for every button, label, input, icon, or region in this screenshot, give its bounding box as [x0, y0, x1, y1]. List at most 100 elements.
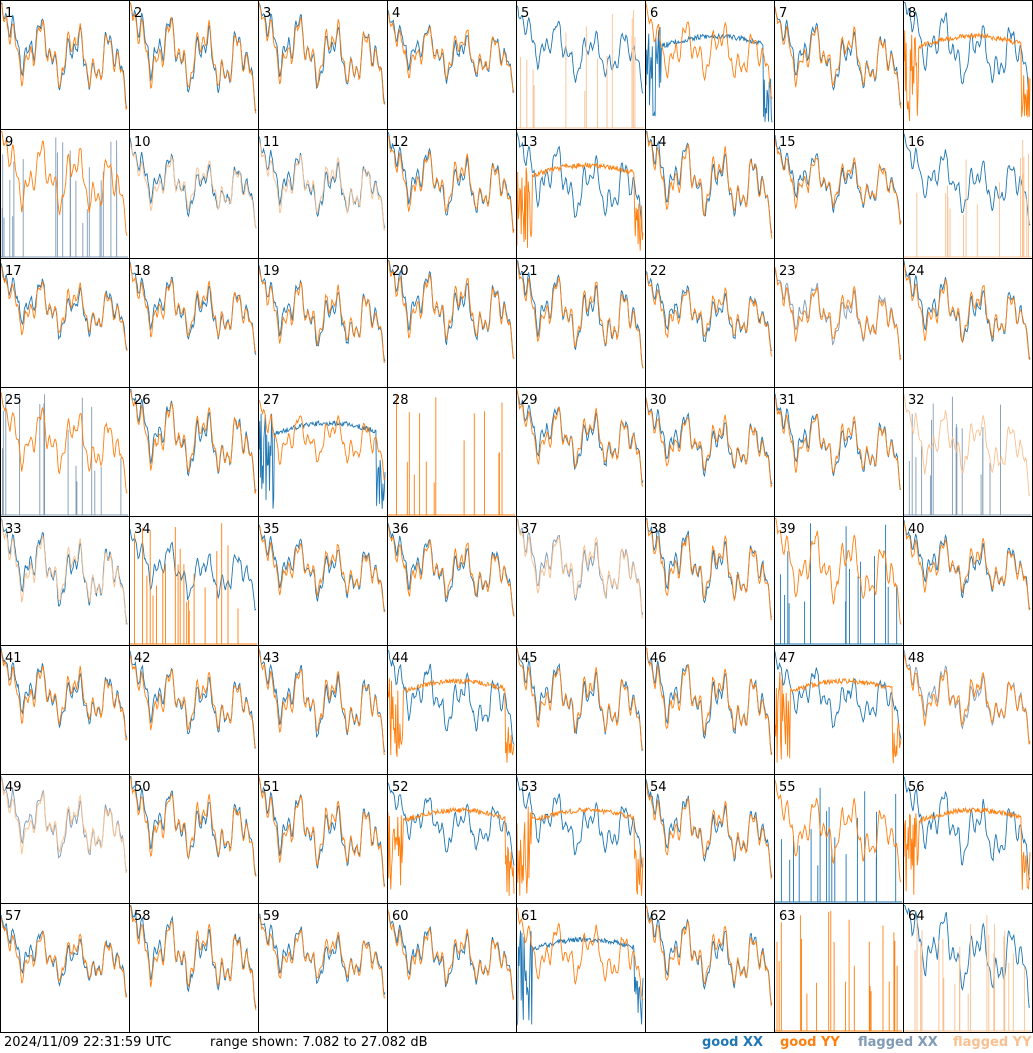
panel-31-xx-line	[775, 393, 902, 490]
panel-61-label: 61	[521, 909, 538, 924]
panel-64-yy-line	[904, 915, 1031, 1032]
panel-23-yy-line	[775, 267, 902, 362]
panel-16-xx-line	[904, 133, 1031, 226]
panel-38-label: 38	[650, 522, 667, 537]
panel-15: 15	[774, 129, 904, 259]
panel-57-yy-line	[1, 917, 128, 999]
panel-12-yy-line	[388, 135, 515, 233]
panel-1-label: 1	[5, 6, 13, 21]
panel-33-xx-line	[1, 518, 128, 625]
panel-54: 54	[645, 774, 775, 904]
panel-30-xx-line	[646, 398, 773, 485]
panel-30-label: 30	[650, 393, 667, 408]
panel-50-label: 50	[134, 780, 151, 795]
panel-36-xx-line	[388, 523, 515, 616]
panel-60: 60	[387, 903, 517, 1033]
panel-1: 1	[0, 0, 130, 130]
range-text: range shown: 7.082 to 27.082 dB	[210, 1035, 428, 1050]
panel-34-label: 34	[134, 522, 151, 537]
panel-60-xx-line	[388, 912, 515, 998]
panel-16-label: 16	[908, 135, 925, 150]
panel-62: 62	[645, 903, 775, 1033]
panel-4-xx-line	[388, 9, 515, 94]
panel-44-label: 44	[392, 651, 409, 666]
panel-21-xx-line	[517, 260, 644, 368]
panel-7: 7	[774, 0, 904, 130]
panel-11-label: 11	[263, 135, 280, 150]
panel-15-yy-line	[775, 137, 902, 225]
panel-17: 17	[0, 258, 130, 388]
panel-49-label: 49	[5, 780, 22, 795]
panel-37-label: 37	[521, 522, 538, 537]
panel-13: 13	[516, 129, 646, 259]
panel-24-yy-line	[904, 264, 1031, 361]
panel-38-yy-line	[646, 518, 773, 621]
panel-18: 18	[129, 258, 259, 388]
panel-30: 30	[645, 387, 775, 517]
panel-42-xx-line	[130, 650, 257, 750]
panel-46-label: 46	[650, 651, 667, 666]
panel-56-xx-line	[904, 776, 1031, 882]
panel-59-label: 59	[263, 909, 280, 924]
panel-22-label: 22	[650, 264, 667, 279]
panel-10: 10	[129, 129, 259, 259]
panel-40: 40	[903, 516, 1033, 646]
panel-21-label: 21	[521, 264, 538, 279]
panel-34: 34	[129, 516, 259, 646]
panel-23-xx-line	[775, 269, 902, 359]
panel-6-yy-line	[646, 3, 773, 99]
panel-43-xx-line	[259, 649, 386, 752]
panel-23-label: 23	[779, 264, 796, 279]
panel-9-label: 9	[5, 135, 13, 150]
panel-39-xx-line	[775, 523, 902, 645]
panel-3-yy-line	[259, 2, 386, 105]
panel-31: 31	[774, 387, 904, 517]
panel-7-yy-line	[775, 6, 902, 109]
panel-62-xx-line	[646, 905, 773, 1004]
panel-15-label: 15	[779, 135, 796, 150]
panel-42-label: 42	[134, 651, 151, 666]
panel-55-xx-line	[775, 787, 902, 903]
timestamp: 2024/11/09 22:31:59 UTC	[4, 1035, 172, 1050]
panel-47-yy-line	[775, 671, 902, 764]
panel-42: 42	[129, 645, 259, 775]
panel-59-xx-line	[259, 913, 386, 996]
panel-41: 41	[0, 645, 130, 775]
panel-52-xx-line	[388, 782, 515, 866]
panel-36-yy-line	[388, 525, 515, 617]
panel-27-xx-line	[259, 413, 386, 509]
panel-11: 11	[258, 129, 388, 259]
panel-33-yy-line	[1, 519, 128, 625]
panel-10-label: 10	[134, 135, 151, 150]
panel-44-xx-line	[388, 649, 515, 745]
panel-2-label: 2	[134, 6, 142, 21]
panel-14: 14	[645, 129, 775, 259]
panel-13-xx-line	[517, 132, 644, 235]
panel-51-xx-line	[259, 778, 386, 886]
panel-48-label: 48	[908, 651, 925, 666]
panel-16: 16	[903, 129, 1033, 259]
panel-54-yy-line	[646, 781, 773, 880]
panel-52-label: 52	[392, 780, 409, 795]
panel-21-yy-line	[517, 261, 644, 369]
panel-32-label: 32	[908, 393, 925, 408]
panel-17-xx-line	[1, 263, 128, 351]
panel-7-label: 7	[779, 6, 787, 21]
panel-5-yy-line	[517, 10, 644, 129]
panel-49-yy-line	[1, 778, 128, 874]
panel-37-xx-line	[517, 518, 644, 616]
panel-2: 2	[129, 0, 259, 130]
panel-53-xx-line	[517, 776, 644, 869]
panel-20-xx-line	[388, 260, 515, 359]
panel-11-yy-line	[259, 140, 386, 231]
panel-1-xx-line	[1, 2, 128, 107]
panel-4: 4	[387, 0, 517, 130]
panel-25-xx-line	[1, 394, 128, 516]
panel-5: 5	[516, 0, 646, 130]
footer: 2024/11/09 22:31:59 UTC range shown: 7.0…	[0, 1033, 1033, 1053]
panel-45: 45	[516, 645, 646, 775]
panel-37: 37	[516, 516, 646, 646]
panel-43: 43	[258, 645, 388, 775]
